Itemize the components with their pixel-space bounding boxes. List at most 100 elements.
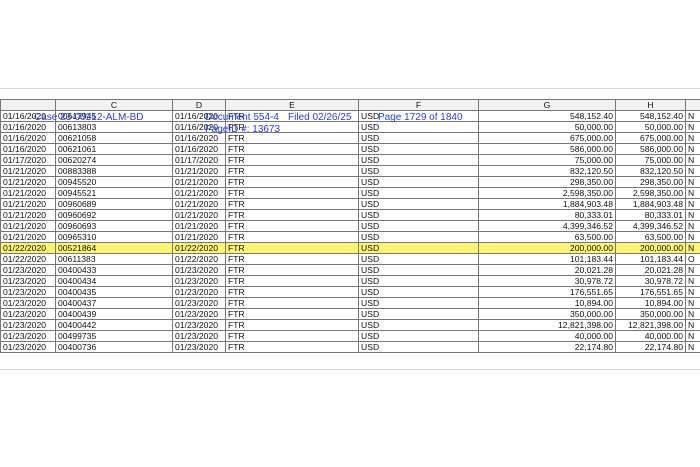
cell: 832,120.50 <box>615 165 686 177</box>
row: 01/23/2020 00400434 01/23/2020 FTR USD 30,978… <box>0 275 700 287</box>
cell: 01/21/2020 <box>172 176 226 188</box>
cell: 01/23/2020 <box>172 286 226 298</box>
cell: 01/23/2020 <box>0 264 56 276</box>
cell: USD <box>358 165 479 177</box>
cell: 30,978.72 <box>478 275 616 287</box>
cell: N <box>685 297 700 309</box>
cell: 00400437 <box>55 297 173 309</box>
cell: 00960689 <box>55 198 173 210</box>
cell: 01/23/2020 <box>172 275 226 287</box>
cell: 01/22/2020 <box>172 253 226 265</box>
cell: USD <box>358 231 479 243</box>
cell: N <box>685 209 700 221</box>
row: 01/17/2020 00620274 01/17/2020 FTR USD 75,000… <box>0 154 700 166</box>
cell: 01/21/2020 <box>0 220 56 232</box>
cell: FTR <box>225 165 359 177</box>
cell: 63,500.00 <box>478 231 616 243</box>
column-header: G <box>478 99 616 111</box>
cell: 4,399,346.52 <box>478 220 616 232</box>
cell: 01/21/2020 <box>0 176 56 188</box>
row: 01/23/2020 00499735 01/23/2020 FTR USD 40,000… <box>0 330 700 342</box>
cell: 176,551.65 <box>615 286 686 298</box>
cell: USD <box>358 176 479 188</box>
cell: 350,000.00 <box>478 308 616 320</box>
cell: 00960692 <box>55 209 173 221</box>
cell: N <box>685 176 700 188</box>
cell: 01/23/2020 <box>0 308 56 320</box>
cell: 00620274 <box>55 154 173 166</box>
cell: 00611383 <box>55 253 173 265</box>
cell: N <box>685 110 700 122</box>
row: 01/22/2020 00611383 01/22/2020 FTR USD 101,18… <box>0 253 700 265</box>
cell: USD <box>358 242 479 254</box>
cell: 10,894.00 <box>478 297 616 309</box>
cell: 50,000.00 <box>478 121 616 133</box>
cell: USD <box>358 264 479 276</box>
cell: 01/16/2020 <box>0 143 56 155</box>
cell: N <box>685 154 700 166</box>
cell: 01/21/2020 <box>172 231 226 243</box>
column-header: H <box>615 99 686 111</box>
bottom-rule <box>0 369 700 370</box>
cell: USD <box>358 341 479 353</box>
cell: 101,183.44 <box>615 253 686 265</box>
cell: USD <box>358 209 479 221</box>
cell: 675,000.00 <box>615 132 686 144</box>
cell: 00945520 <box>55 176 173 188</box>
document-number: Document 554-4 <box>205 112 279 123</box>
cell: FTR <box>225 209 359 221</box>
cell: USD <box>358 297 479 309</box>
cell: 200,000.00 <box>615 242 686 254</box>
cell: 80,333.01 <box>478 209 616 221</box>
column-header <box>0 99 56 111</box>
cell: FTR <box>225 220 359 232</box>
cell: 01/22/2020 <box>0 242 56 254</box>
row: 01/23/2020 00400442 01/23/2020 FTR USD 12,821… <box>0 319 700 331</box>
cell: USD <box>358 308 479 320</box>
cell: 01/23/2020 <box>172 308 226 320</box>
cell: 101,183.44 <box>478 253 616 265</box>
cell: 00613803 <box>55 121 173 133</box>
cell: FTR <box>225 231 359 243</box>
cell: 01/23/2020 <box>0 330 56 342</box>
rows: 01/16/2020 00613945 01/16/2020 FTR USD 548,15… <box>0 110 700 353</box>
cell: 40,000.00 <box>478 330 616 342</box>
row: 01/21/2020 00960689 01/21/2020 FTR USD 1,884,… <box>0 198 700 210</box>
cell: 200,000.00 <box>478 242 616 254</box>
cell: 00883388 <box>55 165 173 177</box>
cell: 22,174.80 <box>615 341 686 353</box>
cell: N <box>685 286 700 298</box>
column-header: E <box>225 99 359 111</box>
cell: 01/17/2020 <box>172 154 226 166</box>
cell: 586,000.00 <box>478 143 616 155</box>
cell: 00945521 <box>55 187 173 199</box>
cell: N <box>685 198 700 210</box>
cell: O <box>685 253 700 265</box>
cell: 10,894.00 <box>615 297 686 309</box>
cell: 01/23/2020 <box>172 341 226 353</box>
cell: 00499735 <box>55 330 173 342</box>
cell: N <box>685 143 700 155</box>
cell: 00400442 <box>55 319 173 331</box>
cell: N <box>685 319 700 331</box>
row: 01/16/2020 00613803 01/16/2020 FTR USD 50,000… <box>0 121 700 133</box>
cell: 01/21/2020 <box>0 165 56 177</box>
cell: 675,000.00 <box>478 132 616 144</box>
cell: 01/16/2020 <box>0 132 56 144</box>
cell: N <box>685 308 700 320</box>
cell: 586,000.00 <box>615 143 686 155</box>
cell: 75,000.00 <box>615 154 686 166</box>
cell: USD <box>358 132 479 144</box>
cell: FTR <box>225 264 359 276</box>
cell: FTR <box>225 286 359 298</box>
cell: 22,174.80 <box>478 341 616 353</box>
row: 01/23/2020 00400437 01/23/2020 FTR USD 10,894… <box>0 297 700 309</box>
cell: 00400433 <box>55 264 173 276</box>
cell: 63,500.00 <box>615 231 686 243</box>
cell: 832,120.50 <box>478 165 616 177</box>
cell: USD <box>358 319 479 331</box>
cell: FTR <box>225 308 359 320</box>
